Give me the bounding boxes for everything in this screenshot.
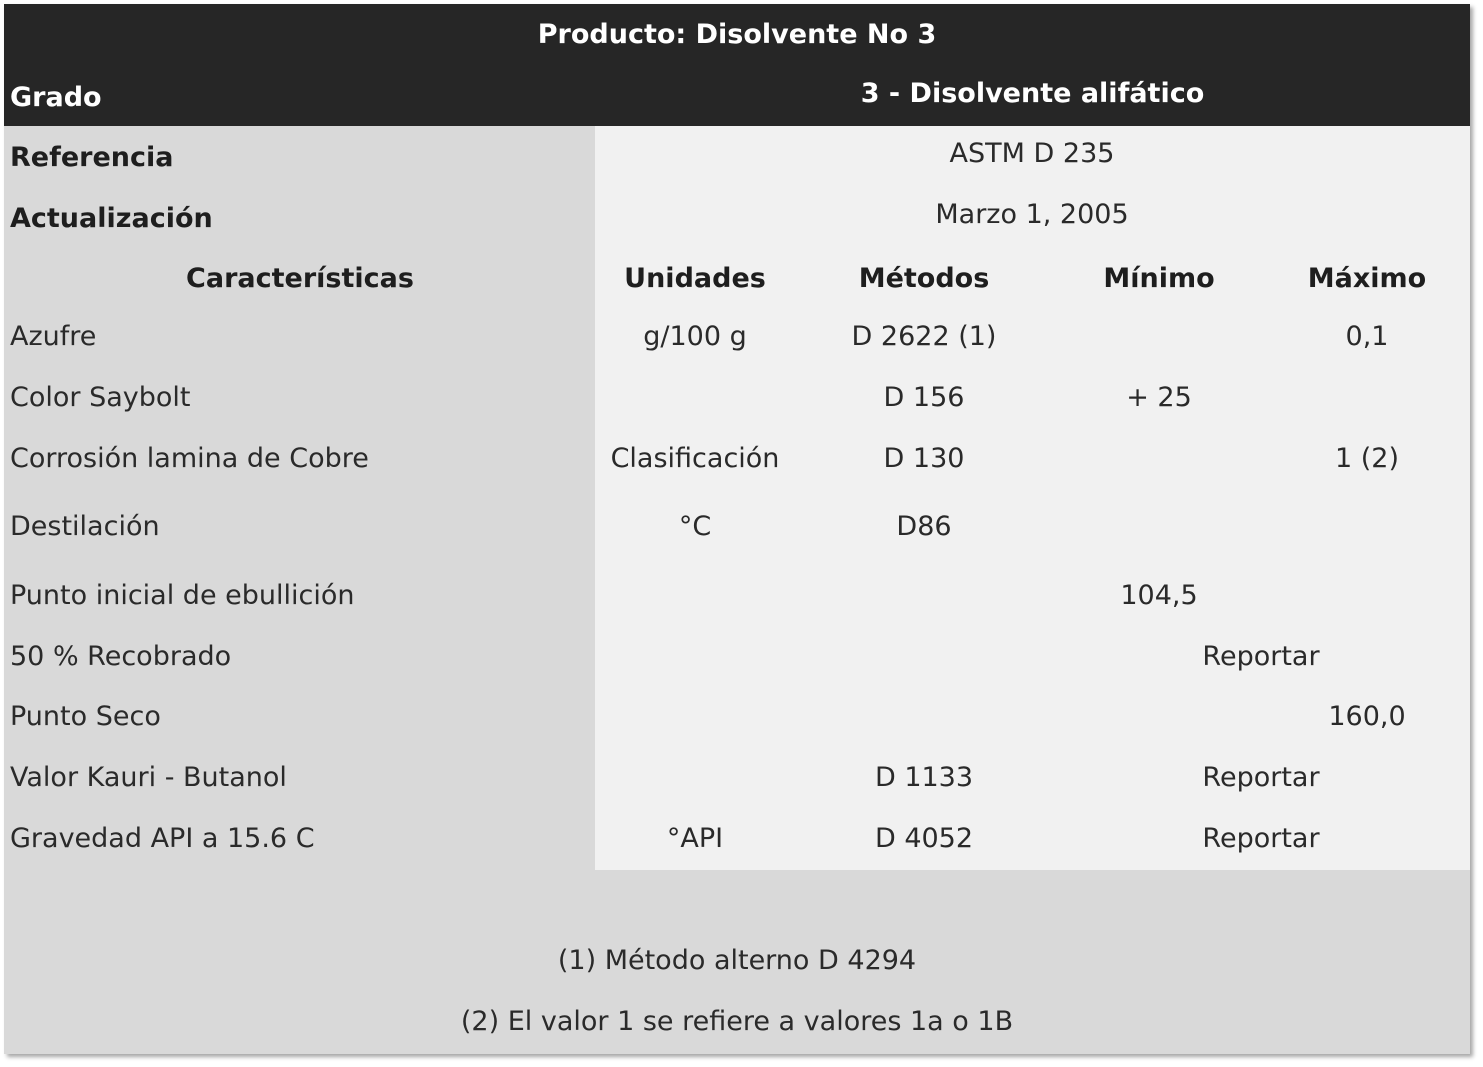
row-units-distillation: °C [678, 511, 712, 542]
row-max-copper-corrosion: 1 (2) [1334, 443, 1400, 474]
column-header-characteristics: Características [186, 263, 414, 294]
footnote-1: (1) Método alterno D 4294 [557, 945, 917, 976]
footnote-2: (2) El valor 1 se refiere a valores 1a o… [460, 1006, 1014, 1037]
row-span-kauri-butanol: Reportar [1202, 762, 1320, 793]
row-name-initial-boiling-point: Punto inicial de ebullición [10, 580, 355, 611]
update-value: Marzo 1, 2005 [935, 199, 1129, 230]
update-label: Actualización [10, 203, 213, 234]
row-method-copper-corrosion: D 130 [883, 443, 965, 474]
row-name-api-gravity: Gravedad API a 15.6 C [10, 823, 315, 854]
row-span-api-gravity: Reportar [1202, 823, 1320, 854]
product-title: Producto: Disolvente No 3 [4, 4, 1470, 65]
row-method-distillation: D86 [896, 511, 952, 542]
row-name-dry-point: Punto Seco [10, 701, 161, 732]
row-method-kauri-butanol: D 1133 [874, 762, 974, 793]
row-span-50-recovered: Reportar [1202, 641, 1320, 672]
row-method-sulfur: D 2622 (1) [851, 321, 997, 352]
row-method-api-gravity: D 4052 [874, 823, 974, 854]
row-name-50-recovered: 50 % Recobrado [10, 641, 232, 672]
row-method-saybolt-color: D 156 [883, 382, 965, 413]
row-units-sulfur: g/100 g [643, 321, 747, 352]
row-units-api-gravity: °API [666, 823, 724, 854]
row-max-sulfur: 0,1 [1345, 321, 1389, 352]
grade-value: 3 - Disolvente alifático [860, 78, 1205, 109]
column-header-maximum: Máximo [1307, 263, 1427, 294]
column-header-units: Unidades [624, 263, 766, 294]
row-name-kauri-butanol: Valor Kauri - Butanol [10, 762, 287, 793]
column-header-methods: Métodos [858, 263, 990, 294]
row-min-initial-boiling-point: 104,5 [1120, 580, 1198, 611]
row-min-saybolt-color: + 25 [1126, 382, 1192, 413]
row-name-distillation: Destilación [10, 511, 160, 542]
spec-sheet: Producto: Disolvente No 3 Grado 3 - Diso… [4, 4, 1470, 1054]
row-max-dry-point: 160,0 [1328, 701, 1406, 732]
row-name-copper-corrosion: Corrosión lamina de Cobre [10, 443, 369, 474]
reference-value: ASTM D 235 [949, 138, 1115, 169]
row-name-sulfur: Azufre [10, 321, 97, 352]
row-name-saybolt-color: Color Saybolt [10, 382, 191, 413]
grade-label: Grado [10, 82, 102, 113]
product-title-text: Producto: Disolvente No 3 [537, 19, 937, 50]
column-header-minimum: Mínimo [1103, 263, 1215, 294]
row-units-copper-corrosion: Clasificación [610, 443, 780, 474]
reference-label: Referencia [10, 142, 174, 173]
values-panel [595, 126, 1470, 870]
grade-row: Grado 3 - Disolvente alifático [4, 65, 1470, 126]
